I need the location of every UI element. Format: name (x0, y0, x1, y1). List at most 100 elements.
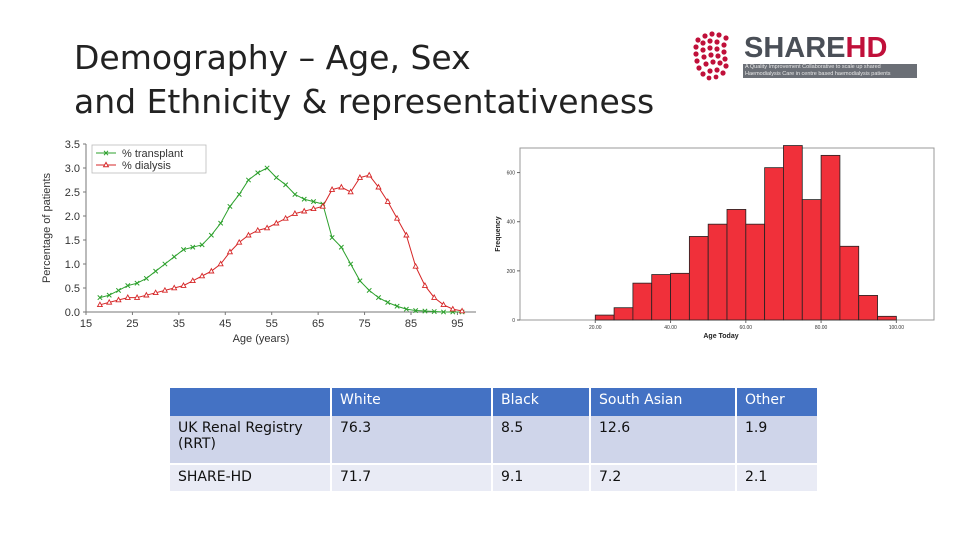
legend-label-transplant: % transplant (122, 148, 183, 160)
transplant-point (431, 308, 437, 315)
transplant-point (199, 242, 205, 248)
transplant-point (134, 280, 140, 286)
dialysis-point (152, 289, 159, 296)
histogram-bar (688, 236, 709, 321)
legend-label-dialysis: % dialysis (122, 160, 171, 172)
x-tick-label: 75 (358, 318, 370, 330)
histogram-bar (858, 295, 878, 321)
slide-title-line-1: Demography – Age, Sex (74, 38, 471, 77)
table-row: UK Renal Registry (RRT) 76.3 8.5 12.6 1.… (170, 416, 819, 465)
y-tick-label: 0 (512, 318, 515, 324)
dialysis-point (403, 231, 410, 238)
share-hd-logo: SHAREHD A Quality Improvement Collaborat… (690, 30, 920, 84)
x-tick-label: 65 (312, 318, 324, 330)
slide-title-line-2: and Ethnicity & representativeness (74, 82, 655, 121)
x-tick-label: 25 (126, 318, 138, 330)
logo-dot-mark-icon (693, 31, 729, 81)
transplant-point (106, 292, 112, 298)
dialysis-point (310, 205, 317, 212)
dialysis-point (217, 260, 224, 267)
chart-legend: % transplant% dialysis (91, 144, 207, 174)
dialysis-point (356, 174, 364, 180)
y-tick-label: 2.0 (65, 211, 80, 223)
table-header-cell (170, 388, 332, 416)
legend-marker-triangle-icon (102, 161, 110, 168)
histogram-bar (707, 223, 728, 321)
age-today-histogram: 0 200 400 600 20.00 40.00 60.00 80.00 100.00 Age … (495, 145, 935, 340)
logo-tagline: A Quality Improvement Collaborative to s… (743, 64, 917, 78)
table-row: SHARE-HD 71.7 9.1 7.2 2.1 (170, 464, 819, 491)
dialysis-point (347, 188, 354, 195)
dialysis-point (180, 282, 187, 288)
row-label-cell: SHARE-HD (170, 464, 332, 491)
transplant-point (97, 295, 103, 301)
x-tick-label: 60.00 (740, 325, 753, 331)
dialysis-point (366, 171, 373, 178)
dialysis-point (421, 282, 429, 288)
dialysis-point (273, 219, 280, 226)
dialysis-point (189, 277, 196, 284)
transplant-point (255, 170, 261, 176)
transplant-point (385, 299, 391, 305)
histogram-bar (670, 272, 690, 321)
table-cell: 76.3 (331, 416, 493, 465)
transplant-point (236, 191, 242, 197)
transplant-point (190, 244, 196, 250)
transplant-point (162, 261, 168, 267)
dialysis-point (412, 262, 419, 269)
dialysis-point (328, 186, 336, 192)
table-cell: 2.1 (736, 464, 819, 491)
dialysis-point (226, 248, 234, 255)
x-tick-label: 15 (80, 318, 92, 330)
dialysis-point (143, 291, 150, 298)
table-cell: 71.7 (331, 464, 493, 491)
transplant-point (143, 275, 149, 281)
x-tick-label: 40.00 (664, 325, 677, 331)
x-tick-label: 20.00 (589, 325, 602, 331)
legend-marker-x-icon (103, 150, 109, 156)
x-axis-label: Age (years) (233, 333, 290, 345)
y-tick-label: 400 (507, 220, 516, 226)
table-cell: 7.2 (590, 464, 737, 491)
transplant-point (329, 235, 335, 241)
transplant-point (227, 203, 233, 209)
transplant-point (153, 268, 159, 274)
dialysis-point (106, 298, 113, 305)
series-line-dialysis (99, 174, 463, 312)
dialysis-point (263, 224, 271, 231)
dialysis-point (319, 202, 326, 209)
transplant-point (292, 191, 298, 197)
table-header-row: White Black South Asian Other (170, 388, 819, 416)
y-tick-label: 1.5 (65, 235, 80, 247)
y-tick-label: 200 (507, 269, 516, 275)
dialysis-point (171, 284, 178, 291)
transplant-point (310, 199, 317, 205)
x-tick-label: 45 (219, 318, 231, 330)
dialysis-point (198, 272, 206, 279)
dialysis-point (254, 226, 261, 233)
logo-word-hd: HD (845, 32, 888, 64)
transplant-point (273, 175, 279, 181)
x-tick-label: 85 (405, 318, 417, 330)
histogram-bar (820, 154, 841, 321)
transplant-point (208, 232, 214, 238)
transplant-point (283, 182, 289, 188)
transplant-point (301, 196, 307, 202)
dialysis-point (338, 183, 345, 190)
dialysis-point (133, 294, 141, 300)
dialysis-point (384, 198, 391, 204)
y-tick-label: 3.0 (65, 163, 80, 175)
transplant-point (264, 165, 270, 171)
logo-wordmark: SHAREHD (744, 32, 887, 64)
histogram-bar (877, 315, 897, 321)
histogram-bar (632, 282, 653, 321)
transplant-point (357, 278, 363, 284)
dialysis-point (115, 296, 122, 303)
row-label-cell: UK Renal Registry (RRT) (170, 416, 332, 465)
transplant-point (375, 295, 382, 301)
dialysis-point (291, 210, 299, 216)
y-axis-label: Frequency (495, 216, 502, 252)
transplant-point (245, 177, 252, 183)
y-axis-label: Percentage of patients (41, 172, 53, 283)
ethnicity-table: White Black South Asian Other UK Renal R… (170, 388, 819, 491)
